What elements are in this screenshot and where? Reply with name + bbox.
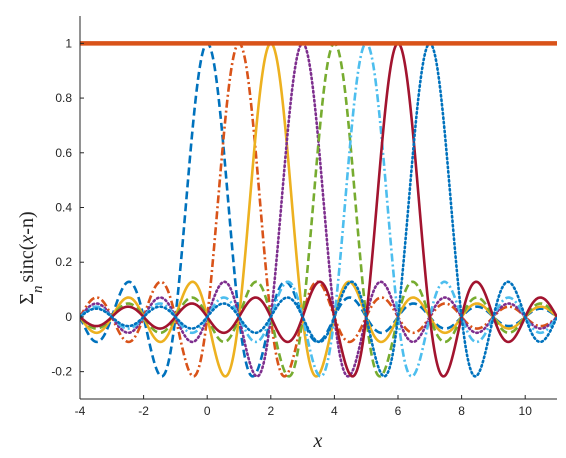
x-tick-label: 6 <box>395 404 402 418</box>
y-tick-label: 0.8 <box>55 91 72 105</box>
y-label-rest: -n) <box>16 211 38 234</box>
y-tick-label: 0 <box>65 310 72 324</box>
x-tick-label: 2 <box>267 404 274 418</box>
y-tick-label: 1 <box>65 36 72 50</box>
y-label-sum: Σ <box>16 293 38 305</box>
series-line-sinc-6 <box>80 42 557 378</box>
series-line-sinc-3 <box>80 42 557 378</box>
x-tick-label: -4 <box>75 404 86 418</box>
series-line-sinc-0 <box>80 42 557 378</box>
x-tick-label: 0 <box>204 404 211 418</box>
y-label-sub: n <box>30 285 46 293</box>
y-axis-label: Σn sinc(x-n) <box>16 211 46 304</box>
y-tick-label: 0.6 <box>55 146 72 160</box>
y-tick-label: 0.4 <box>55 201 72 215</box>
y-label-func: sinc( <box>16 243 38 282</box>
axis-layer: -4 -2 0 2 4 6 8 10 -0.2 0 0.2 0.4 0.6 0.8 1 <box>51 16 557 418</box>
series-line-sinc-7 <box>80 42 557 378</box>
x-tick-label: 8 <box>458 404 465 418</box>
y-tick-label: 0.2 <box>55 255 72 269</box>
x-tick-label: 10 <box>519 404 533 418</box>
y-tick-label: -0.2 <box>51 365 72 379</box>
svg-text:Σnsinc(x-n): Σn sinc(x-n) <box>16 211 46 304</box>
x-tick-label: -2 <box>138 404 149 418</box>
series-line-sinc-5 <box>80 42 557 378</box>
series-layer <box>80 41 557 378</box>
x-tick-label: 4 <box>331 404 338 418</box>
x-axis-label: x <box>313 430 323 452</box>
y-label-var: x <box>16 235 38 245</box>
